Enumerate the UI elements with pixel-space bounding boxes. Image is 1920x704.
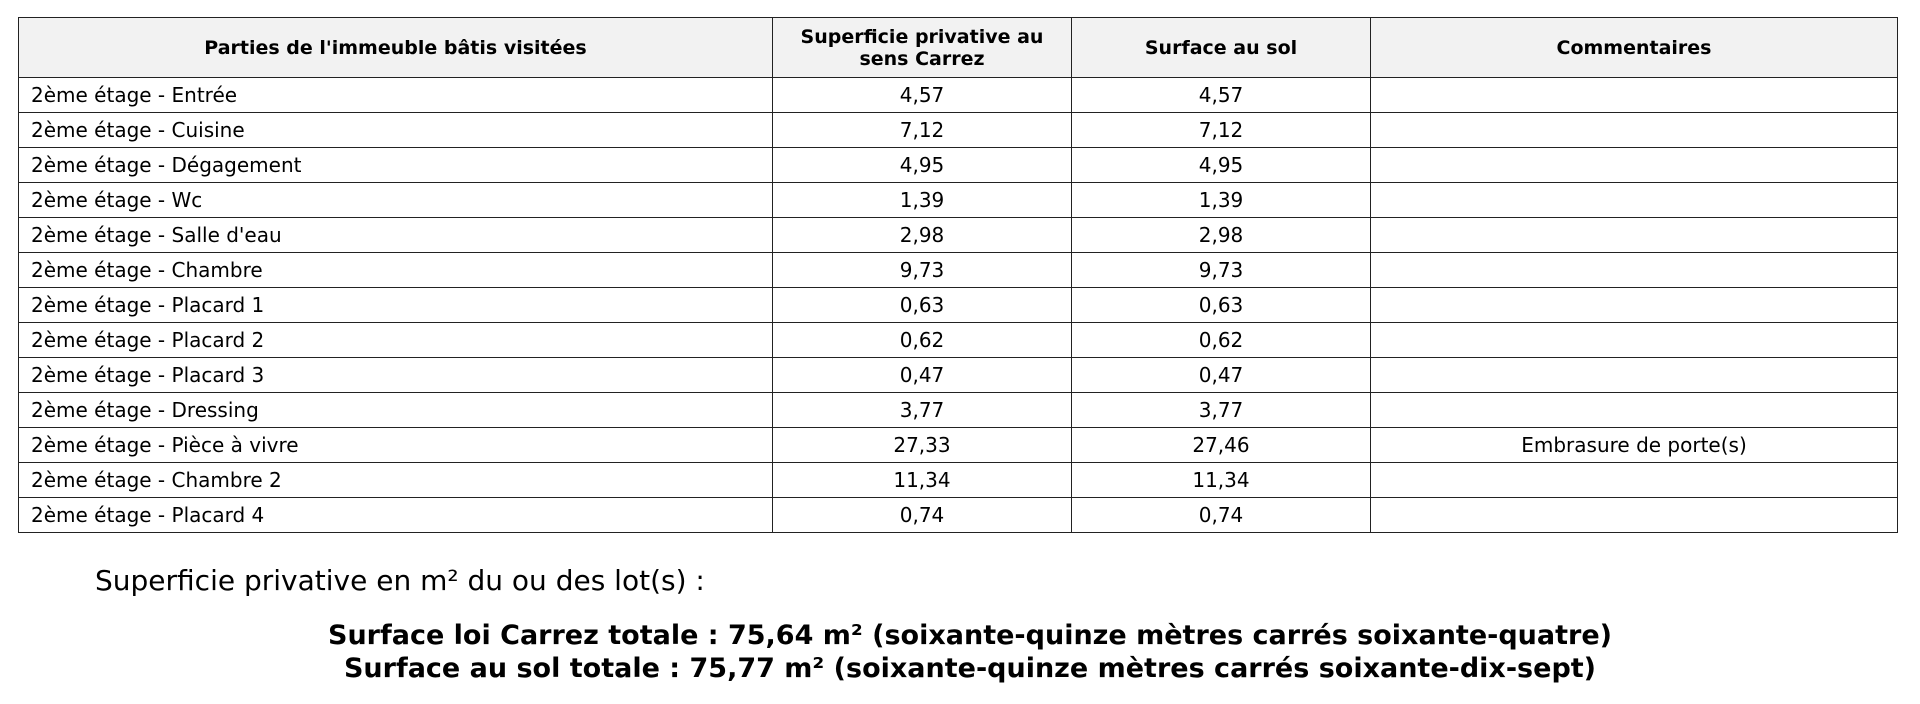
comment-cell: Embrasure de porte(s) <box>1370 427 1898 463</box>
sol-cell: 1,39 <box>1071 182 1371 218</box>
room-cell: 2ème étage - Wc <box>18 182 773 218</box>
table-row: 2ème étage - Entrée 4,57 4,57 <box>18 77 1898 113</box>
sol-cell: 2,98 <box>1071 217 1371 253</box>
carrez-cell: 11,34 <box>772 462 1072 498</box>
table-row: 2ème étage - Dressing 3,77 3,77 <box>18 392 1898 428</box>
room-cell: 2ème étage - Placard 2 <box>18 322 773 358</box>
carrez-cell: 2,98 <box>772 217 1072 253</box>
carrez-cell: 0,47 <box>772 357 1072 393</box>
room-cell: 2ème étage - Placard 3 <box>18 357 773 393</box>
comment-cell <box>1370 497 1898 533</box>
room-cell: 2ème étage - Placard 4 <box>18 497 773 533</box>
sol-cell: 27,46 <box>1071 427 1371 463</box>
comment-cell <box>1370 217 1898 253</box>
carrez-total: Surface loi Carrez totale : 75,64 m² (so… <box>328 620 1612 651</box>
room-cell: 2ème étage - Chambre 2 <box>18 462 773 498</box>
comment-cell <box>1370 322 1898 358</box>
room-cell: 2ème étage - Entrée <box>18 77 773 113</box>
sol-cell: 11,34 <box>1071 462 1371 498</box>
carrez-cell: 0,63 <box>772 287 1072 323</box>
header-cell: Superficie privative au sens Carrez <box>772 17 1072 78</box>
table-row: 2ème étage - Pièce à vivre 27,33 27,46 Embr… <box>18 427 1898 463</box>
comment-cell <box>1370 112 1898 148</box>
room-cell: 2ème étage - Placard 1 <box>18 287 773 323</box>
sol-cell: 9,73 <box>1071 252 1371 288</box>
table-row: 2ème étage - Dégagement 4,95 4,95 <box>18 147 1898 183</box>
header-cell: Parties de l'immeuble bâtis visitées <box>18 17 773 78</box>
surface-table: Parties de l'immeuble bâtis visitées Sup… <box>18 17 1898 533</box>
sol-total: Surface au sol totale : 75,77 m² (soixan… <box>343 653 1597 684</box>
sol-cell: 0,74 <box>1071 497 1371 533</box>
sol-cell: 0,63 <box>1071 287 1371 323</box>
sol-cell: 0,47 <box>1071 357 1371 393</box>
sol-cell: 0,62 <box>1071 322 1371 358</box>
room-cell: 2ème étage - Pièce à vivre <box>18 427 773 463</box>
table-row: 2ème étage - Chambre 2 11,34 11,34 <box>18 462 1898 498</box>
room-cell: 2ème étage - Cuisine <box>18 112 773 148</box>
table-row: 2ème étage - Placard 4 0,74 0,74 <box>18 497 1898 533</box>
table-row: 2ème étage - Placard 2 0,62 0,62 <box>18 322 1898 358</box>
room-cell: 2ème étage - Dressing <box>18 392 773 428</box>
comment-cell <box>1370 252 1898 288</box>
table-row: 2ème étage - Placard 3 0,47 0,47 <box>18 357 1898 393</box>
header-cell: Commentaires <box>1370 17 1898 78</box>
room-cell: 2ème étage - Chambre <box>18 252 773 288</box>
comment-cell <box>1370 357 1898 393</box>
carrez-cell: 3,77 <box>772 392 1072 428</box>
table-row: 2ème étage - Placard 1 0,63 0,63 <box>18 287 1898 323</box>
header-row: Parties de l'immeuble bâtis visitées Sup… <box>18 17 1898 78</box>
carrez-cell: 4,95 <box>772 147 1072 183</box>
comment-cell <box>1370 287 1898 323</box>
table-row: 2ème étage - Wc 1,39 1,39 <box>18 182 1898 218</box>
table-row: 2ème étage - Salle d'eau 2,98 2,98 <box>18 217 1898 253</box>
sol-cell: 7,12 <box>1071 112 1371 148</box>
carrez-cell: 1,39 <box>772 182 1072 218</box>
header-cell: Surface au sol <box>1071 17 1371 78</box>
carrez-cell: 9,73 <box>772 252 1072 288</box>
comment-cell <box>1370 462 1898 498</box>
carrez-cell: 4,57 <box>772 77 1072 113</box>
comment-cell <box>1370 147 1898 183</box>
carrez-cell: 0,74 <box>772 497 1072 533</box>
carrez-cell: 27,33 <box>772 427 1072 463</box>
summary-intro: Superficie privative en m² du ou des lot… <box>95 564 705 597</box>
room-cell: 2ème étage - Dégagement <box>18 147 773 183</box>
sol-cell: 4,57 <box>1071 77 1371 113</box>
comment-cell <box>1370 392 1898 428</box>
comment-cell <box>1370 77 1898 113</box>
carrez-cell: 0,62 <box>772 322 1072 358</box>
table-row: 2ème étage - Chambre 9,73 9,73 <box>18 252 1898 288</box>
room-cell: 2ème étage - Salle d'eau <box>18 217 773 253</box>
table-body: 2ème étage - Entrée 4,57 4,57 2ème étage - … <box>18 77 1898 533</box>
sol-cell: 3,77 <box>1071 392 1371 428</box>
comment-cell <box>1370 182 1898 218</box>
carrez-cell: 7,12 <box>772 112 1072 148</box>
sol-cell: 4,95 <box>1071 147 1371 183</box>
table-row: 2ème étage - Cuisine 7,12 7,12 <box>18 112 1898 148</box>
